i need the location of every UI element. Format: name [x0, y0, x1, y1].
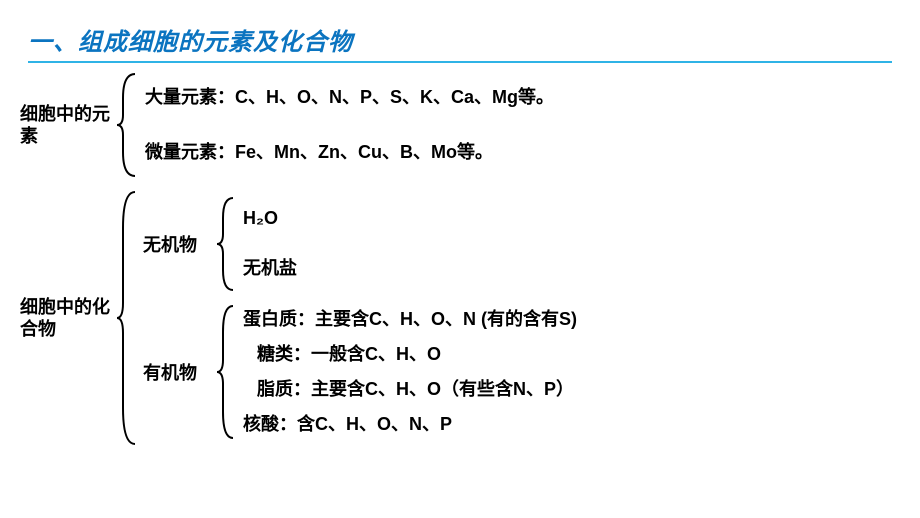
lipid-value: 主要含C、H、O（有些含N、P）: [311, 379, 574, 399]
inorganic-label: 无机物: [143, 231, 215, 257]
bracket-icon: [115, 70, 139, 180]
inorganic-leaves: H₂O 无机盐: [237, 194, 297, 294]
trace-elements-label: 微量元素：: [145, 142, 235, 162]
sugar-label: 糖类：: [257, 344, 311, 364]
protein-label: 蛋白质：: [243, 309, 315, 329]
nucleic-row: 核酸：含C、H、O、N、P: [243, 411, 577, 439]
protein-value: 主要含C、H、O、N (有的含有S): [315, 309, 577, 329]
content-area: 细胞中的元素 大量元素：C、H、O、N、P、S、K、Ca、Mg等。 微量元素：F…: [20, 70, 900, 452]
nucleic-value: 含C、H、O、N、P: [297, 414, 452, 434]
sugar-value: 一般含C、H、O: [311, 344, 441, 364]
nucleic-label: 核酸：: [243, 414, 297, 434]
compounds-label: 细胞中的化合物: [20, 296, 115, 341]
water-item: H₂O: [243, 205, 297, 233]
major-elements-row: 大量元素：C、H、O、N、P、S、K、Ca、Mg等。: [145, 84, 554, 112]
compounds-block: 细胞中的化合物 无机物 H₂O 无机盐: [20, 188, 900, 448]
organic-label: 有机物: [143, 359, 215, 385]
inorganic-row: 无机物 H₂O 无机盐: [143, 194, 577, 294]
trace-elements-row: 微量元素：Fe、Mn、Zn、Cu、B、Mo等。: [145, 139, 554, 167]
title-row: 一、组成细胞的元素及化合物: [28, 22, 892, 63]
lipid-row: 脂质：主要含C、H、O（有些含N、P）: [243, 376, 577, 404]
elements-label: 细胞中的元素: [20, 103, 115, 148]
salt-item: 无机盐: [243, 255, 297, 283]
elements-block: 细胞中的元素 大量元素：C、H、O、N、P、S、K、Ca、Mg等。 微量元素：F…: [20, 70, 900, 180]
bracket-icon: [215, 194, 237, 294]
protein-row: 蛋白质：主要含C、H、O、N (有的含有S): [243, 306, 577, 334]
title-underline: [28, 61, 892, 63]
sugar-row: 糖类：一般含C、H、O: [243, 341, 577, 369]
elements-leaves: 大量元素：C、H、O、N、P、S、K、Ca、Mg等。 微量元素：Fe、Mn、Zn…: [139, 70, 554, 180]
organic-leaves: 蛋白质：主要含C、H、O、N (有的含有S) 糖类：一般含C、H、O 脂质：主要…: [237, 302, 577, 442]
major-elements-label: 大量元素：: [145, 87, 235, 107]
compounds-right: 无机物 H₂O 无机盐 有机物: [139, 188, 577, 448]
lipid-label: 脂质：: [257, 379, 311, 399]
bracket-icon: [215, 302, 237, 442]
organic-row: 有机物 蛋白质：主要含C、H、O、N (有的含有S) 糖类：一般含C、H、O 脂…: [143, 302, 577, 442]
bracket-icon: [115, 188, 139, 448]
trace-elements-value: Fe、Mn、Zn、Cu、B、Mo等。: [235, 142, 493, 162]
major-elements-value: C、H、O、N、P、S、K、Ca、Mg等。: [235, 87, 554, 107]
page-title: 一、组成细胞的元素及化合物: [28, 22, 892, 57]
